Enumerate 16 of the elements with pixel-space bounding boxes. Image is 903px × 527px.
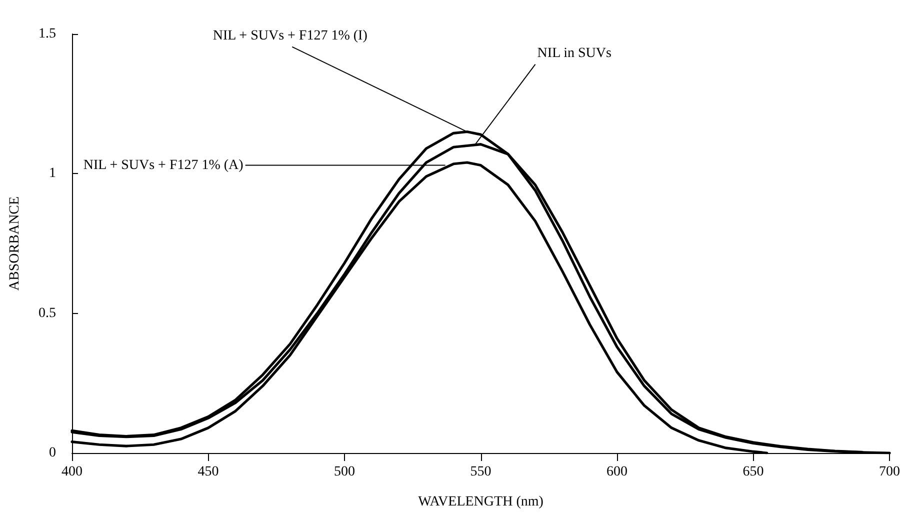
y-axis-title: ABSORBANCE <box>8 196 22 291</box>
x-axis-title: WAVELENGTH (nm) <box>418 494 544 510</box>
annotation: NIL in SUVs <box>537 46 612 61</box>
annotation: NIL + SUVs + F127 1% (A) <box>83 158 244 173</box>
x-tick-label: 600 <box>606 464 628 480</box>
x-tick-label: 400 <box>62 464 82 480</box>
y-tick-label: 0 <box>49 446 56 460</box>
y-tick-label: 1.5 <box>38 26 56 42</box>
x-tick-label: 650 <box>742 464 764 480</box>
x-tick-label: 550 <box>470 464 492 480</box>
x-tick-label: 700 <box>879 464 900 480</box>
x-tick-label: 500 <box>334 464 355 480</box>
x-tick-label: 450 <box>198 464 219 480</box>
annotation: NIL + SUVs + F127 1% (I) <box>212 28 368 44</box>
y-tick-label: 1 <box>49 166 56 182</box>
y-tick-label: 0.5 <box>38 306 56 321</box>
